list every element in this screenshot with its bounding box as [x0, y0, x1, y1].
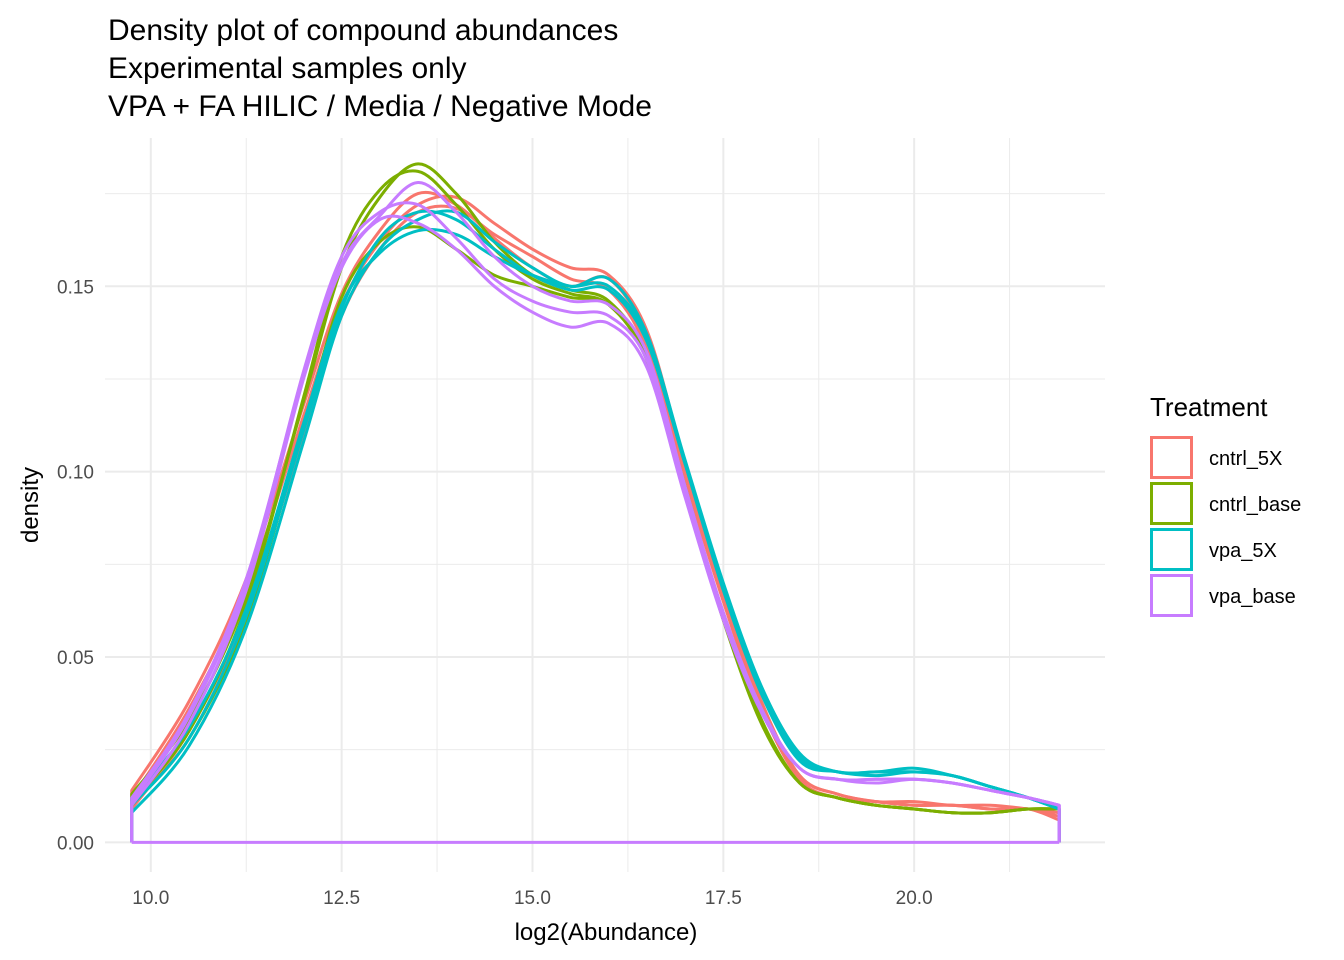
legend-items: cntrl_5X cntrl_base vpa_5X vpa_base — [1150, 436, 1301, 617]
x-tick-label: 20.0 — [896, 888, 933, 909]
x-axis-ticks: 10.0 12.5 15.0 17.5 20.0 — [132, 888, 932, 909]
legend-key-cntrl_base — [1150, 482, 1193, 525]
legend-label-cntrl_5X: cntrl_5X — [1209, 448, 1282, 470]
legend-title: Treatment — [1150, 392, 1268, 422]
x-tick-label: 17.5 — [705, 888, 742, 909]
title-line-2: Experimental samples only — [108, 52, 467, 85]
density-series-layer — [130, 162, 1061, 843]
legend-key-vpa_base — [1150, 574, 1193, 617]
y-axis-ticks: 0.00 0.05 0.10 0.15 — [57, 277, 94, 854]
density-line-vpa_5X — [130, 209, 1061, 843]
legend-label-vpa_base: vpa_base — [1209, 586, 1296, 608]
y-tick-label: 0.05 — [57, 648, 94, 669]
density-line-vpa_5X — [130, 227, 1061, 843]
legend: Treatment cntrl_5X cntrl_base vpa_5X vpa_ba… — [1150, 392, 1301, 617]
legend-key-vpa_5X — [1150, 528, 1193, 571]
x-tick-label: 15.0 — [514, 888, 551, 909]
x-tick-label: 10.0 — [132, 888, 169, 909]
title-line-1: Density plot of compound abundances — [108, 14, 618, 47]
y-tick-label: 0.00 — [57, 833, 94, 854]
y-axis-title: density — [17, 467, 44, 543]
y-tick-label: 0.15 — [57, 277, 94, 298]
legend-key-cntrl_5X — [1150, 436, 1193, 479]
title-line-3: VPA + FA HILIC / Media / Negative Mode — [108, 90, 652, 123]
x-axis-title: log2(Abundance) — [515, 919, 698, 946]
x-tick-label: 12.5 — [323, 888, 360, 909]
chart-title: Density plot of compound abundances Expe… — [108, 14, 652, 123]
legend-label-cntrl_base: cntrl_base — [1209, 494, 1301, 516]
grid — [105, 138, 1105, 872]
legend-label-vpa_5X: vpa_5X — [1209, 540, 1277, 562]
density-line-vpa_base — [130, 180, 1061, 843]
y-tick-label: 0.10 — [57, 463, 94, 484]
